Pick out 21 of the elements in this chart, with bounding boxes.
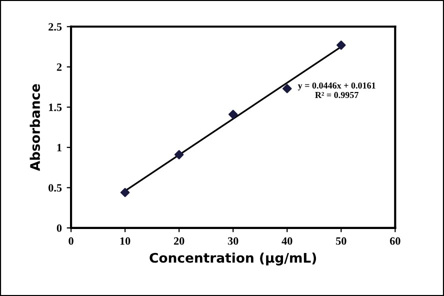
y-tick-label: 0.5	[48, 184, 62, 192]
y-tick-label: 1	[57, 144, 62, 152]
annotation: y = 0.0446x + 0.0161 R² = 0.9957	[298, 82, 376, 98]
x-tick-label: 0	[68, 237, 74, 245]
point	[336, 40, 346, 50]
x-tick-label: 20	[174, 237, 184, 245]
point	[120, 188, 130, 198]
x-tick-label: 50	[336, 237, 346, 245]
y-tick-label: 2.5	[48, 23, 62, 31]
y-tick-label: 2	[56, 63, 62, 71]
point	[228, 110, 238, 120]
point	[282, 84, 292, 94]
x-axis-title: Concentration (µg/mL)	[150, 252, 316, 266]
x-tick-label: 60	[390, 237, 400, 245]
x-tick-label: 10	[120, 237, 130, 245]
y-tick-label: 1.5	[49, 104, 62, 112]
y-axis-title: Absorbance	[30, 84, 40, 172]
y-tick-label: 0	[56, 224, 62, 232]
x-tick-label: 30	[228, 237, 238, 245]
point	[174, 150, 184, 160]
x-tick-label: 40	[282, 237, 292, 245]
